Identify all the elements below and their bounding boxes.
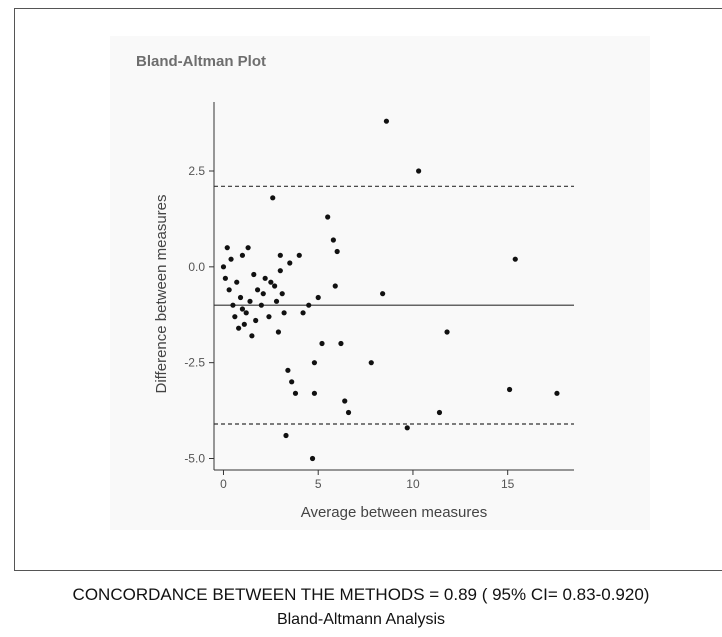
data-point [277,252,283,258]
data-point [311,390,318,396]
data-point [241,321,247,327]
data-point [251,271,257,278]
data-point [268,279,274,285]
data-point [319,340,325,347]
data-point [338,340,344,347]
data-point [275,329,282,335]
data-point [289,379,295,385]
data-point [272,283,278,289]
data-point [444,329,450,335]
data-point [232,314,238,320]
x-tick-label: 10 [406,477,420,491]
plot-panel: Bland-Altman Plot 0 5 10 15 2.5 0.0 -2.5 -5.0 A… [110,36,650,530]
data-point [230,302,236,308]
data-point [239,252,246,258]
data-point [330,237,336,243]
bland-altman-chart: Bland-Altman Plot 0 5 10 15 2.5 0.0 -2.5 -5.0 A… [136,53,574,521]
y-tick-label: -5.0 [184,452,205,466]
data-point [436,409,443,416]
data-point [311,360,318,366]
data-point [226,287,232,293]
x-tick-label: 5 [315,477,322,491]
data-point [243,310,249,316]
data-point [273,298,280,304]
data-point [279,291,285,297]
data-point [253,317,259,324]
data-point [249,333,255,339]
x-tick-label: 0 [220,477,227,491]
data-point [300,310,306,316]
data-point [277,268,283,274]
data-point [554,390,560,396]
data-point [342,398,348,404]
data-point [260,291,266,297]
analysis-caption: Bland-Altmann Analysis [276,611,446,628]
data-point [332,283,338,289]
x-axis-label: Average between measures [301,504,488,521]
data-point [237,294,244,301]
y-tick-label: -2.5 [184,356,205,370]
data-point [239,306,246,312]
data-point [334,248,340,255]
chart-title: Bland-Altman Plot [136,53,266,70]
data-point [345,409,352,416]
data-point [236,325,242,331]
data-point [224,245,230,251]
data-point [287,260,293,266]
data-point [383,118,390,124]
data-point [262,275,268,281]
data-point [512,256,518,262]
data-point [281,310,287,316]
data-point [266,314,272,320]
data-point [416,168,422,174]
data-point [283,432,289,439]
data-point [404,425,410,431]
y-axis-label: Difference between measures [153,195,170,394]
y-tick-label: 0.0 [188,260,205,274]
data-point [270,195,276,201]
data-point [228,256,234,262]
y-tick-label: 2.5 [188,164,205,178]
data-point [254,287,261,293]
data-point [247,298,253,304]
data-point [368,360,374,366]
data-point [315,294,321,301]
data-point [296,252,302,258]
data-point [292,390,299,396]
data-point [506,386,513,393]
data-point [222,275,228,281]
data-point [234,279,240,285]
data-point [285,367,291,373]
data-point [258,302,264,308]
data-point [220,264,227,270]
data-point [245,245,251,251]
data-point [380,291,386,297]
data-point [325,214,331,220]
data-point [306,302,312,308]
data-point [309,455,316,462]
figure-frame [14,8,722,571]
x-tick-label: 15 [501,477,515,491]
concordance-caption: CONCORDANCE BETWEEN THE METHODS = 0.89 (… [72,585,650,604]
